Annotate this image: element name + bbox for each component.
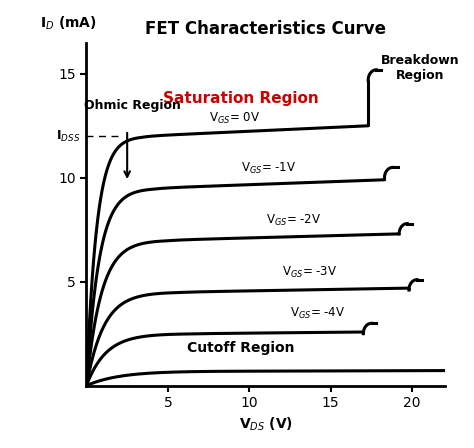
Text: I$_{DSS}$: I$_{DSS}$ (55, 129, 80, 144)
Text: V$_{GS}$= -3V: V$_{GS}$= -3V (282, 265, 337, 280)
Title: FET Characteristics Curve: FET Characteristics Curve (145, 21, 386, 39)
Text: V$_{GS}$= -1V: V$_{GS}$= -1V (241, 161, 297, 176)
Text: Cutoff Region: Cutoff Region (187, 341, 295, 355)
Text: V$_{GS}$= -4V: V$_{GS}$= -4V (290, 306, 346, 321)
Text: Saturation Region: Saturation Region (163, 91, 319, 106)
Text: Breakdown
Region: Breakdown Region (381, 54, 460, 82)
Text: Ohmic Region: Ohmic Region (83, 99, 181, 112)
X-axis label: V$_{DS}$ (V): V$_{DS}$ (V) (238, 416, 292, 433)
Text: V$_{GS}$= 0V: V$_{GS}$= 0V (209, 111, 260, 126)
Text: V$_{GS}$= -2V: V$_{GS}$= -2V (265, 213, 321, 228)
Text: I$_D$ (mA): I$_D$ (mA) (40, 15, 97, 32)
